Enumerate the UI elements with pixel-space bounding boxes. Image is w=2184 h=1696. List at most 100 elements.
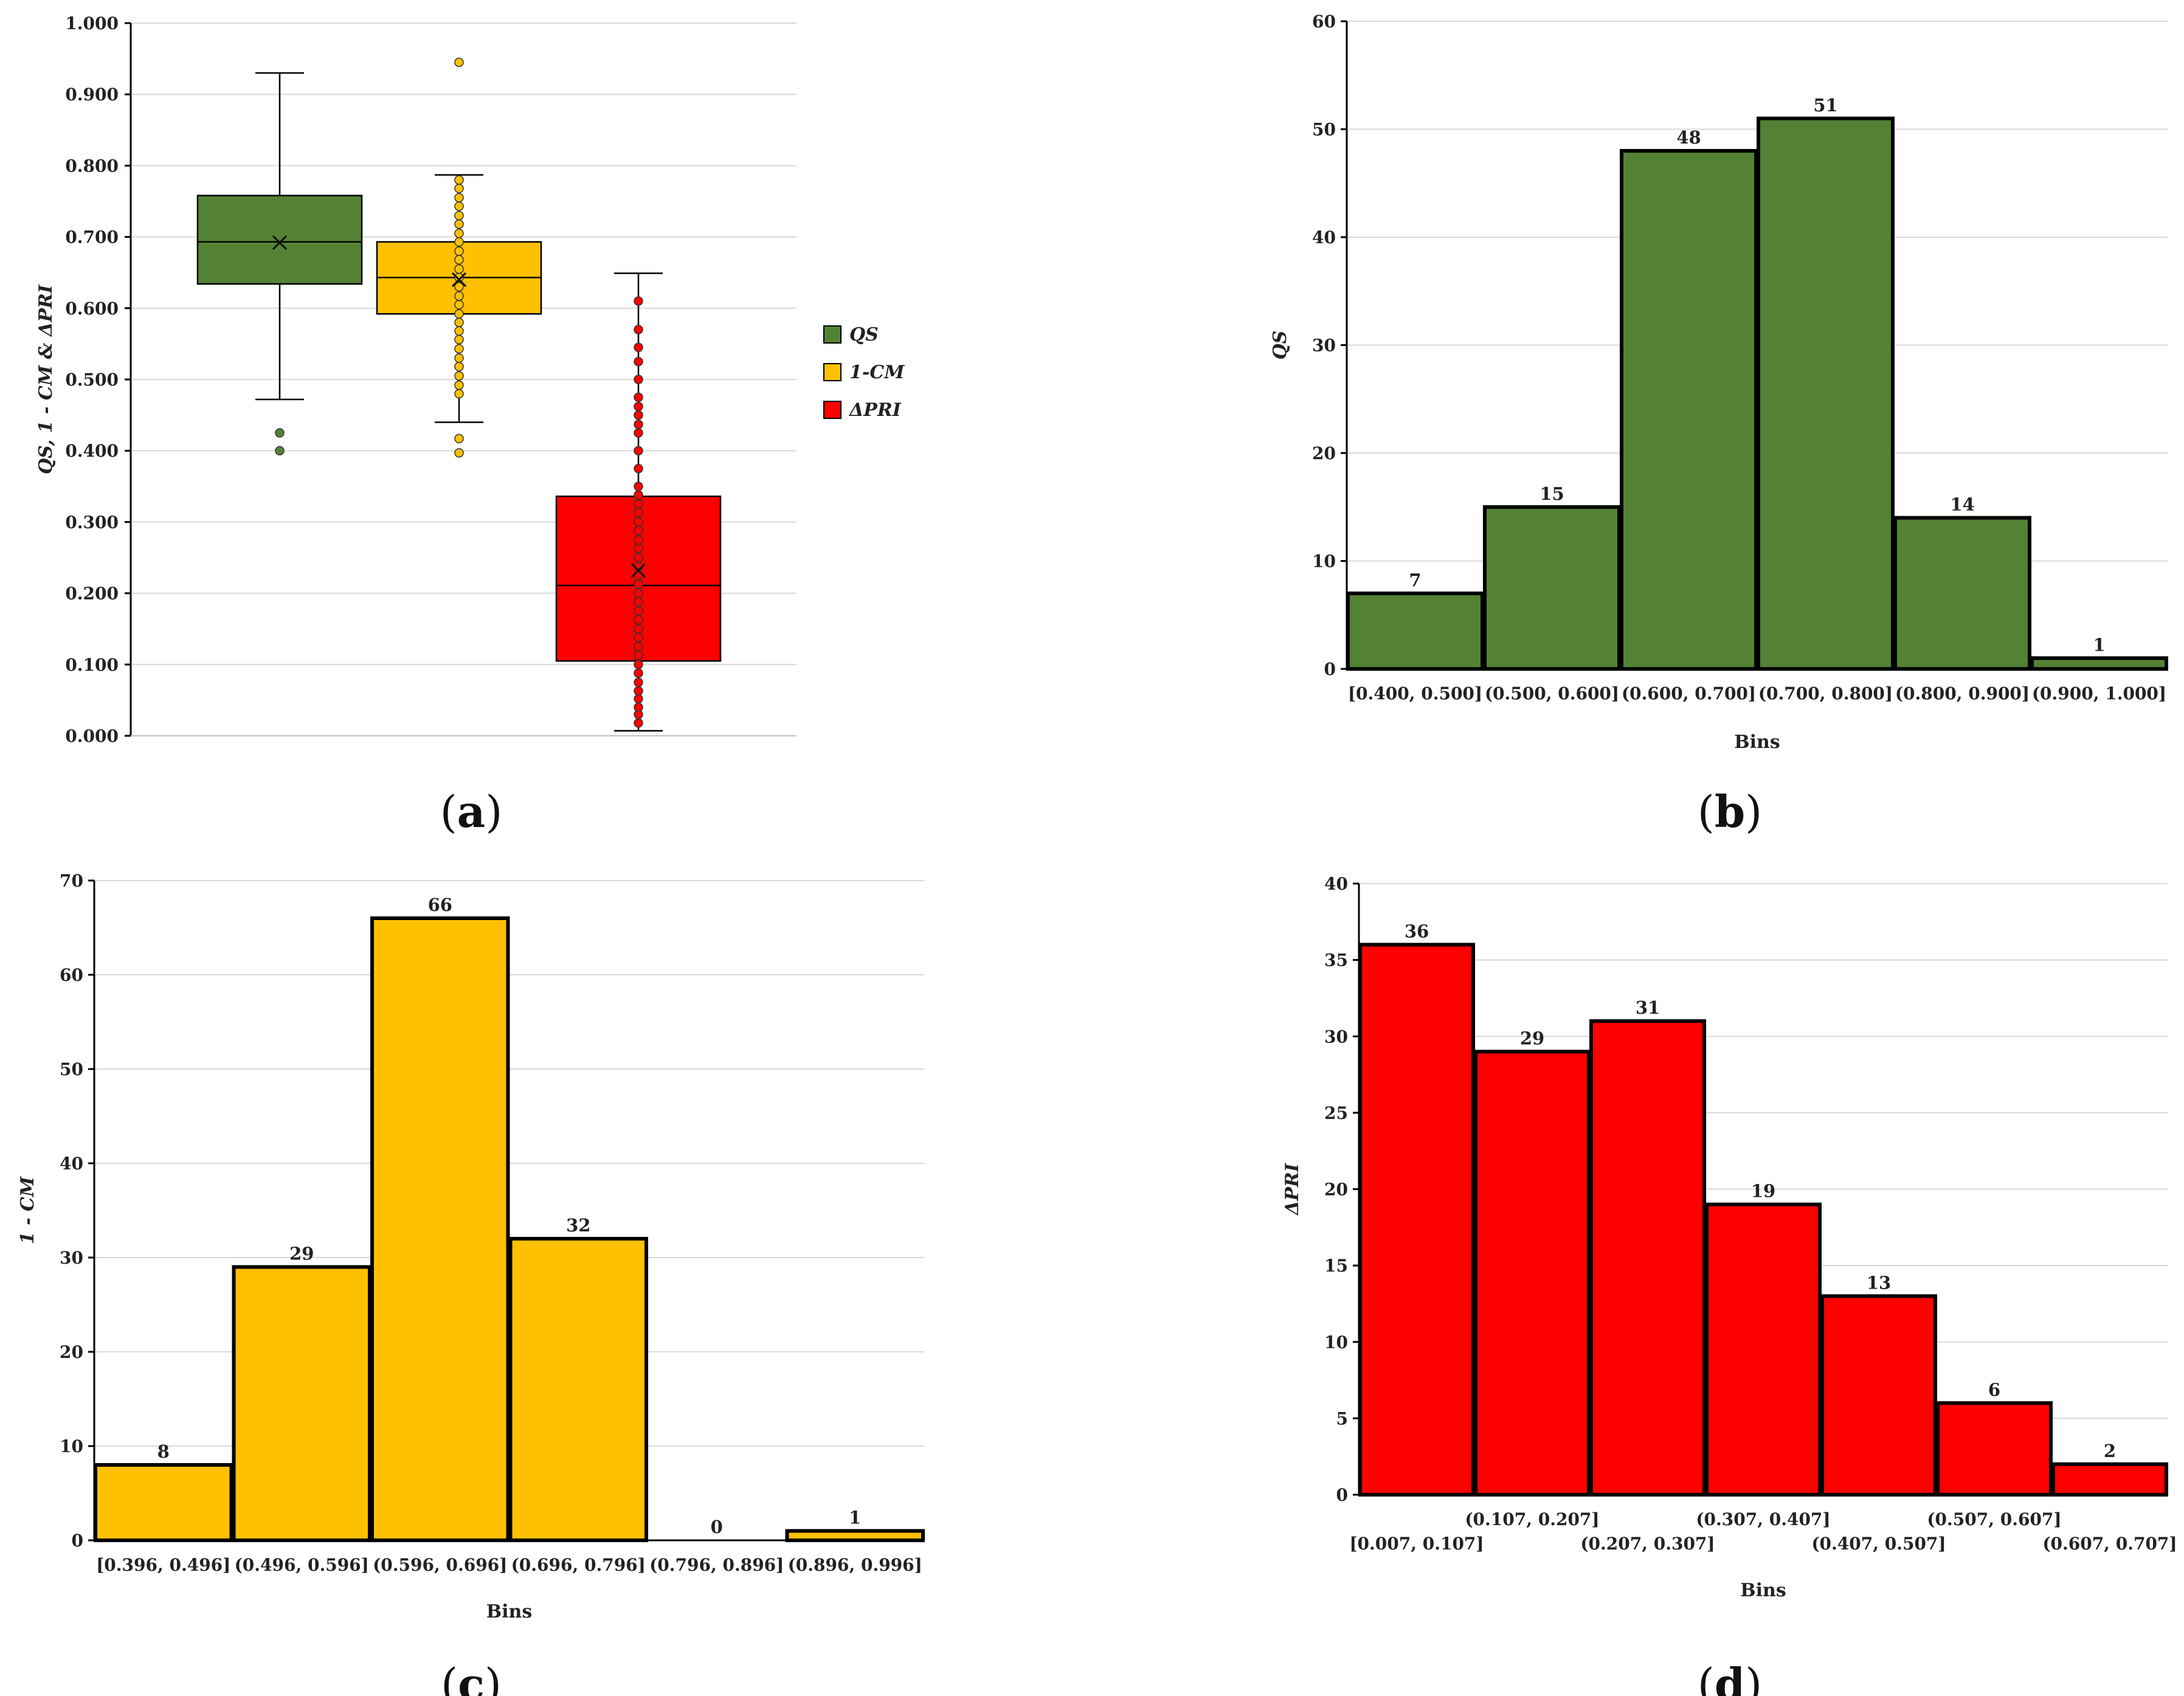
data-point <box>634 342 643 353</box>
data-point <box>634 588 643 598</box>
y-tick-label: 0.100 <box>65 655 119 675</box>
data-point <box>634 401 643 412</box>
y-tick-label: 15 <box>1324 1256 1348 1276</box>
x-tick-label: (0.596, 0.696] <box>373 1555 507 1575</box>
x-tick-label: (0.800, 0.900] <box>1895 684 2030 704</box>
data-point <box>634 553 643 562</box>
y-axis-title: QS <box>1270 331 1291 360</box>
bar <box>1589 1019 1706 1497</box>
bar <box>1705 1202 1822 1497</box>
bar <box>370 916 510 1542</box>
data-point <box>454 380 464 390</box>
x-tick-label: (0.696, 0.796] <box>511 1555 646 1575</box>
y-tick-label: 70 <box>60 871 83 891</box>
data-point <box>454 228 464 238</box>
data-point <box>275 428 285 438</box>
data-point <box>634 650 643 660</box>
y-tick-label: 10 <box>1324 1332 1348 1352</box>
x-tick-label: (0.796, 0.896] <box>649 1555 784 1575</box>
x-axis-title: Bins <box>1734 732 1780 753</box>
data-point <box>634 624 643 634</box>
data-point <box>454 434 464 444</box>
y-tick-label: 30 <box>60 1248 83 1268</box>
bar <box>785 1529 925 1542</box>
y-axis-title: QS, 1 - CM & ΔPRI <box>35 284 57 474</box>
y-tick-label: 50 <box>60 1059 83 1079</box>
data-point <box>634 606 643 616</box>
data-label: 1 <box>849 1507 861 1528</box>
data-point <box>454 389 464 399</box>
bar <box>94 1463 233 1542</box>
legend-swatch <box>823 363 841 381</box>
data-point <box>454 309 464 319</box>
data-point <box>634 463 643 474</box>
data-label: 1 <box>2093 634 2105 655</box>
data-point <box>634 597 643 607</box>
y-tick-label: 0 <box>72 1531 83 1551</box>
y-tick-label: 10 <box>1312 552 1336 572</box>
x-tick-label: [0.400, 0.500] <box>1348 684 1482 704</box>
y-tick-label: 60 <box>60 965 83 985</box>
data-point <box>634 718 643 728</box>
data-label: 32 <box>566 1215 590 1236</box>
panel-label: (d) <box>1698 1658 1763 1696</box>
x-tick-label: (0.507, 0.607] <box>1927 1509 2061 1529</box>
data-point <box>454 334 464 345</box>
bar <box>1474 1050 1591 1497</box>
x-tick-label: (0.500, 0.600] <box>1485 684 1619 704</box>
y-axis-title: 1 - CM <box>17 1176 38 1244</box>
data-point <box>454 291 464 301</box>
x-tick-label: (0.896, 0.996] <box>788 1555 922 1575</box>
data-point <box>275 446 285 455</box>
data-point <box>634 356 643 367</box>
data-point <box>454 353 464 363</box>
data-point <box>634 615 643 625</box>
y-tick-label: 40 <box>1312 227 1336 247</box>
data-label: 0 <box>711 1517 723 1537</box>
data-point <box>634 642 643 652</box>
data-point <box>634 375 643 384</box>
x-tick-label: (0.407, 0.507] <box>1811 1534 1946 1554</box>
y-tick-label: 10 <box>60 1436 83 1456</box>
panel-label: (b) <box>1698 786 1763 837</box>
y-tick-label: 0.000 <box>65 726 119 746</box>
data-point <box>634 632 643 643</box>
x-tick-label: (0.607, 0.707] <box>2042 1534 2177 1554</box>
data-point <box>634 561 643 571</box>
data-point <box>634 517 643 527</box>
bar <box>508 1237 648 1542</box>
data-point <box>454 210 464 221</box>
y-tick-label: 0.600 <box>65 299 119 319</box>
box-plot-panel-a: 0.000 0.100 0.200 0.300 0.400 0.500 0.600 0.700… <box>35 13 905 837</box>
y-tick-label: 25 <box>1324 1103 1348 1123</box>
bar <box>1346 591 1484 671</box>
y-tick-label: 60 <box>1312 12 1336 32</box>
legend-swatch <box>823 401 841 419</box>
data-point <box>634 508 643 517</box>
data-point <box>454 57 464 67</box>
y-tick-label: 20 <box>1312 443 1336 463</box>
x-tick-label: (0.600, 0.700] <box>1622 684 1756 704</box>
data-point <box>634 325 643 334</box>
panel-label: (c) <box>441 1658 502 1696</box>
y-tick-label: 50 <box>1312 120 1336 140</box>
y-tick-label: 0 <box>1324 659 1336 679</box>
data-label: 48 <box>1676 127 1701 148</box>
data-point <box>454 362 464 372</box>
data-point <box>454 326 464 336</box>
data-label: 7 <box>1409 570 1421 590</box>
data-point <box>454 317 464 327</box>
x-tick-label: (0.900, 1.000] <box>2032 684 2166 704</box>
mean-marker <box>451 272 467 287</box>
y-tick-label: 5 <box>1336 1408 1348 1428</box>
bar <box>1757 116 1895 671</box>
y-tick-label: 0.700 <box>65 227 119 247</box>
data-point <box>634 668 643 678</box>
data-point <box>454 246 464 256</box>
bar <box>1483 505 1621 671</box>
data-point <box>634 499 643 509</box>
legend-label: ΔPRI <box>848 400 902 421</box>
data-label: 15 <box>1540 483 1564 504</box>
data-label: 13 <box>1867 1272 1891 1293</box>
